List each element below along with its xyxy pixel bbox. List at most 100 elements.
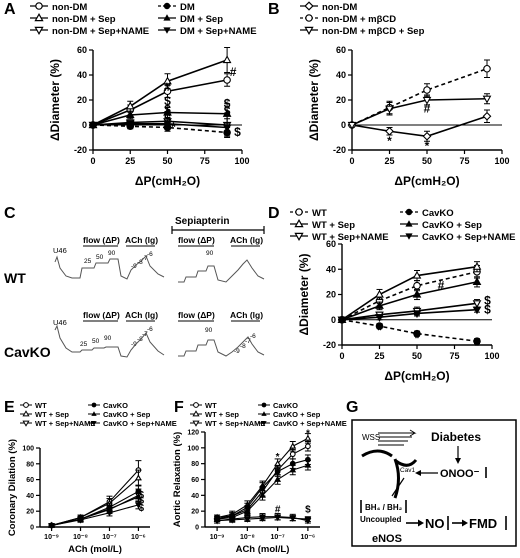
legend-b: non-DM non-DM + mβCD non-DM + mβCD + Sep (300, 1, 425, 37)
svg-text:WT + Sep: WT + Sep (35, 410, 69, 419)
svg-text:CavKO: CavKO (103, 401, 128, 410)
e-x-axis-label: ACh (mol/L) (68, 544, 122, 555)
d-annotation: * (475, 339, 480, 353)
legend-e-item-2: WT + Sep+NAME (20, 419, 95, 428)
e-y-tick-label: 0 (30, 524, 34, 531)
e-x-tick-label: 10⁻⁸ (73, 534, 88, 541)
svg-text:WT: WT (35, 401, 47, 410)
d-series-line (341, 265, 478, 321)
svg-text:CavKO + Sep: CavKO + Sep (273, 410, 321, 419)
e-series-line (51, 469, 139, 526)
ach-label-cavko-sep: ACh (lg) (230, 310, 263, 320)
diabetes-arrow-head (455, 458, 461, 464)
f-y-tick-label: 80 (191, 461, 199, 468)
f-annotation: $ (305, 504, 311, 515)
svg-text:WT + Sep: WT + Sep (312, 220, 355, 231)
b-annotation: * (387, 134, 392, 148)
u46-label-wt: U46 (53, 246, 67, 255)
d-y-tick-label: 20 (326, 290, 336, 300)
svg-text:DM + Sep: DM + Sep (180, 14, 223, 25)
e-annotation: $ (139, 490, 145, 501)
legend-f-item-2: WT + Sep+NAME (190, 419, 265, 428)
bh4-label: BH₄ / BH₂ (365, 503, 403, 512)
f-data-point (304, 516, 312, 523)
f-x-tick-label: 10⁻⁷ (270, 534, 284, 541)
onoo-to-cav-arrow-head (415, 470, 421, 476)
d-x-tick-label: 100 (484, 351, 499, 361)
cav-to-bh4-arrow (391, 477, 405, 497)
a-x-tick-label: 50 (162, 156, 172, 166)
e-annotation: $ (139, 503, 145, 514)
m7-cavko-sep: -7 (245, 338, 251, 345)
legend-f-item-4: CavKO + Sep (258, 410, 321, 419)
e-data-point (135, 493, 142, 500)
d-data-point (412, 289, 422, 298)
b-data-point (347, 121, 357, 130)
trace-cavko-sep (178, 336, 265, 357)
m6-cavko-sep: -6 (250, 333, 256, 340)
svg-text:CavKO: CavKO (422, 208, 454, 219)
p90-cavko-sep: 90 (205, 327, 213, 334)
f-data-point (259, 484, 266, 491)
svg-text:DM: DM (180, 2, 195, 13)
legend-d-item-3: CavKO (400, 208, 454, 219)
a-data-point (222, 55, 232, 64)
d-x-axis-label: ΔP(cmH₂O) (384, 369, 449, 383)
a-data-point (88, 121, 98, 130)
f-x-axis-label: ACh (mol/L) (236, 544, 290, 555)
b-annotation: # (424, 101, 431, 115)
f-data-point (304, 461, 312, 468)
f-x-tick-label: 10⁻⁹ (210, 534, 225, 541)
b-y-tick-label: 20 (336, 95, 346, 105)
d-annotation: * (415, 331, 420, 345)
legend-f-item-0: WT (190, 401, 217, 410)
svg-text:non-DM: non-DM (322, 2, 357, 13)
a-data-point (163, 107, 172, 116)
m9-cavko: -9 (131, 341, 137, 348)
b-x-tick-label: 50 (422, 156, 432, 166)
legend-f: WT WT + Sep WT + Sep+NAME CavKO CavKO + … (190, 401, 347, 428)
a-data-point (125, 120, 135, 129)
b-series-0 (347, 109, 492, 142)
trace-cavko-control (54, 324, 165, 358)
d-series-line (341, 281, 478, 321)
m9-cavko-sep: -9 (234, 348, 240, 355)
d-annotation: $ (484, 302, 491, 316)
panel-letter-b: B (268, 1, 280, 18)
legend-e-item-3: CavKO (88, 401, 128, 410)
f-data-point (274, 459, 282, 467)
a-series-1 (88, 47, 232, 129)
e-y-tick-label: 100 (22, 445, 34, 452)
svg-text:CavKO + Sep+NAME: CavKO + Sep+NAME (422, 232, 515, 243)
svg-text:CavKO + Sep+NAME: CavKO + Sep+NAME (273, 419, 347, 428)
b-x-axis-label: ΔP(cmH₂O) (394, 174, 459, 188)
f-y-tick-label: 40 (191, 493, 199, 500)
d-data-point (472, 277, 482, 285)
f-y-axis-label: Aortic Relaxation (%) (172, 432, 183, 528)
uncoupled-label: Uncoupled (360, 515, 401, 524)
legend-e-item-1: WT + Sep (20, 410, 69, 419)
a-x-tick-label: 0 (90, 156, 95, 166)
m7-wt: -7 (142, 255, 148, 262)
d-data-point (473, 337, 481, 346)
e-series-line (51, 477, 139, 526)
f-data-point (259, 491, 266, 498)
a-data-point (125, 110, 135, 119)
m6-wt: -6 (147, 251, 153, 258)
d-y-tick-label: 60 (326, 239, 336, 249)
b-series-line (351, 67, 488, 126)
legend-a-item-5: DM + Sep+NAME (158, 26, 257, 37)
d-series-line (341, 302, 478, 321)
b-x-tick-label: 0 (349, 156, 354, 166)
svg-text:WT + Sep+NAME: WT + Sep+NAME (205, 419, 265, 428)
b-data-point (482, 111, 492, 121)
panel-letter-f: F (174, 399, 184, 416)
f-data-point (289, 451, 296, 458)
chart-e: 0 20 40 60 80 100 10⁻⁹ 10⁻⁸ 10⁻⁷ 10⁻⁶ ACh (mol/L) C… (7, 439, 150, 555)
f-x-tick-label: 10⁻⁶ (301, 534, 316, 541)
f-series-line (216, 437, 309, 519)
b-data-point (422, 131, 432, 141)
